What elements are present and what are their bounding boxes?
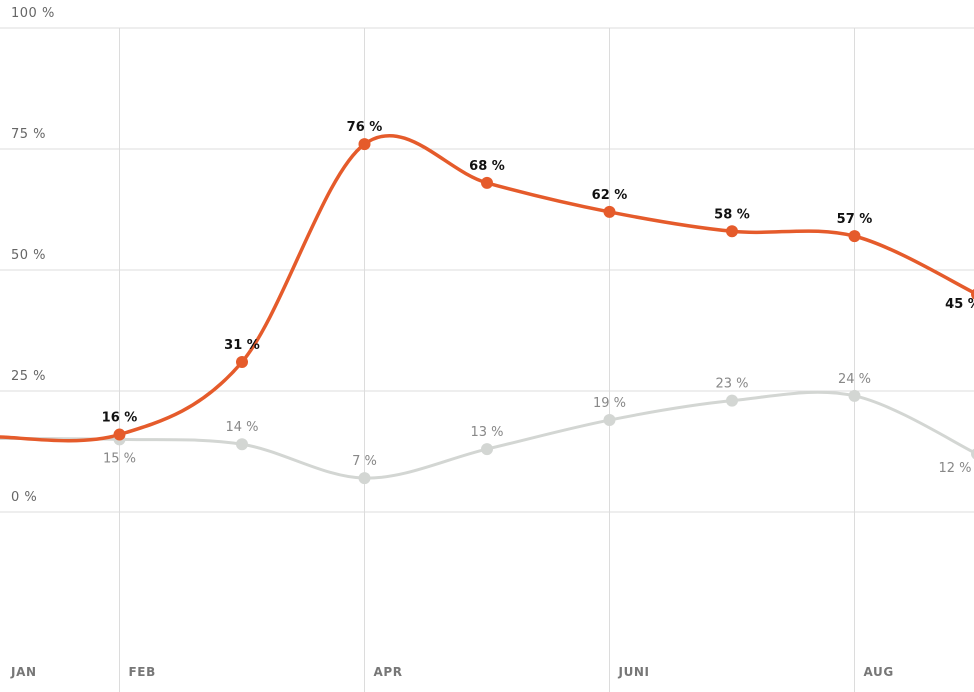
data-label-secondary: 13 % (470, 425, 503, 440)
x-tick-label: FEB (129, 665, 156, 679)
data-point-primary (358, 138, 371, 151)
data-labels: 16 % 31 % 76 % 68 % 62 % 58 % 57 % 45 % 15 % 14 %… (102, 120, 974, 476)
data-point-secondary (726, 394, 738, 407)
data-point-primary (236, 355, 248, 368)
x-tick-label: JAN (10, 665, 37, 679)
data-label-secondary: 12 % (938, 461, 971, 476)
data-label-primary: 45 % (945, 297, 974, 312)
data-point-secondary (603, 414, 616, 427)
series-points (113, 138, 974, 485)
data-label-secondary: 24 % (838, 372, 871, 387)
data-label-secondary: 23 % (715, 377, 748, 392)
data-point-secondary (358, 472, 371, 485)
data-point-secondary (971, 448, 974, 460)
data-point-primary (113, 428, 126, 441)
grid (0, 27, 974, 692)
data-point-secondary (848, 389, 861, 402)
data-label-secondary: 15 % (103, 451, 136, 466)
x-axis-ticks: JAN FEB APR JUNI AUG (10, 665, 894, 679)
data-label-secondary: 7 % (352, 454, 377, 469)
data-label-primary: 57 % (837, 212, 873, 227)
data-label-primary: 76 % (347, 120, 383, 135)
x-tick-label: APR (374, 665, 403, 679)
y-axis-ticks: 0 % 25 % 50 % 75 % 100 % (11, 6, 55, 505)
data-label-primary: 58 % (714, 207, 750, 222)
data-label-secondary: 14 % (225, 420, 258, 435)
data-label-secondary: 19 % (593, 396, 626, 411)
data-point-secondary (481, 443, 493, 456)
data-point-primary (481, 176, 493, 189)
y-tick-label: 75 % (11, 127, 46, 142)
y-tick-label: 100 % (11, 6, 55, 21)
data-point-primary (971, 289, 974, 300)
data-label-primary: 16 % (102, 411, 138, 426)
y-tick-label: 25 % (11, 369, 46, 384)
series-line-primary (0, 134, 974, 443)
data-point-primary (726, 225, 738, 238)
data-point-primary (848, 230, 861, 243)
data-label-primary: 31 % (224, 338, 260, 353)
x-tick-label: AUG (864, 665, 894, 679)
data-label-primary: 62 % (592, 188, 628, 203)
data-label-primary: 68 % (469, 159, 505, 174)
data-point-secondary (236, 438, 248, 451)
y-tick-label: 0 % (11, 490, 37, 505)
y-tick-label: 50 % (11, 248, 46, 263)
data-point-primary (603, 205, 616, 218)
x-tick-label: JUNI (618, 665, 650, 679)
